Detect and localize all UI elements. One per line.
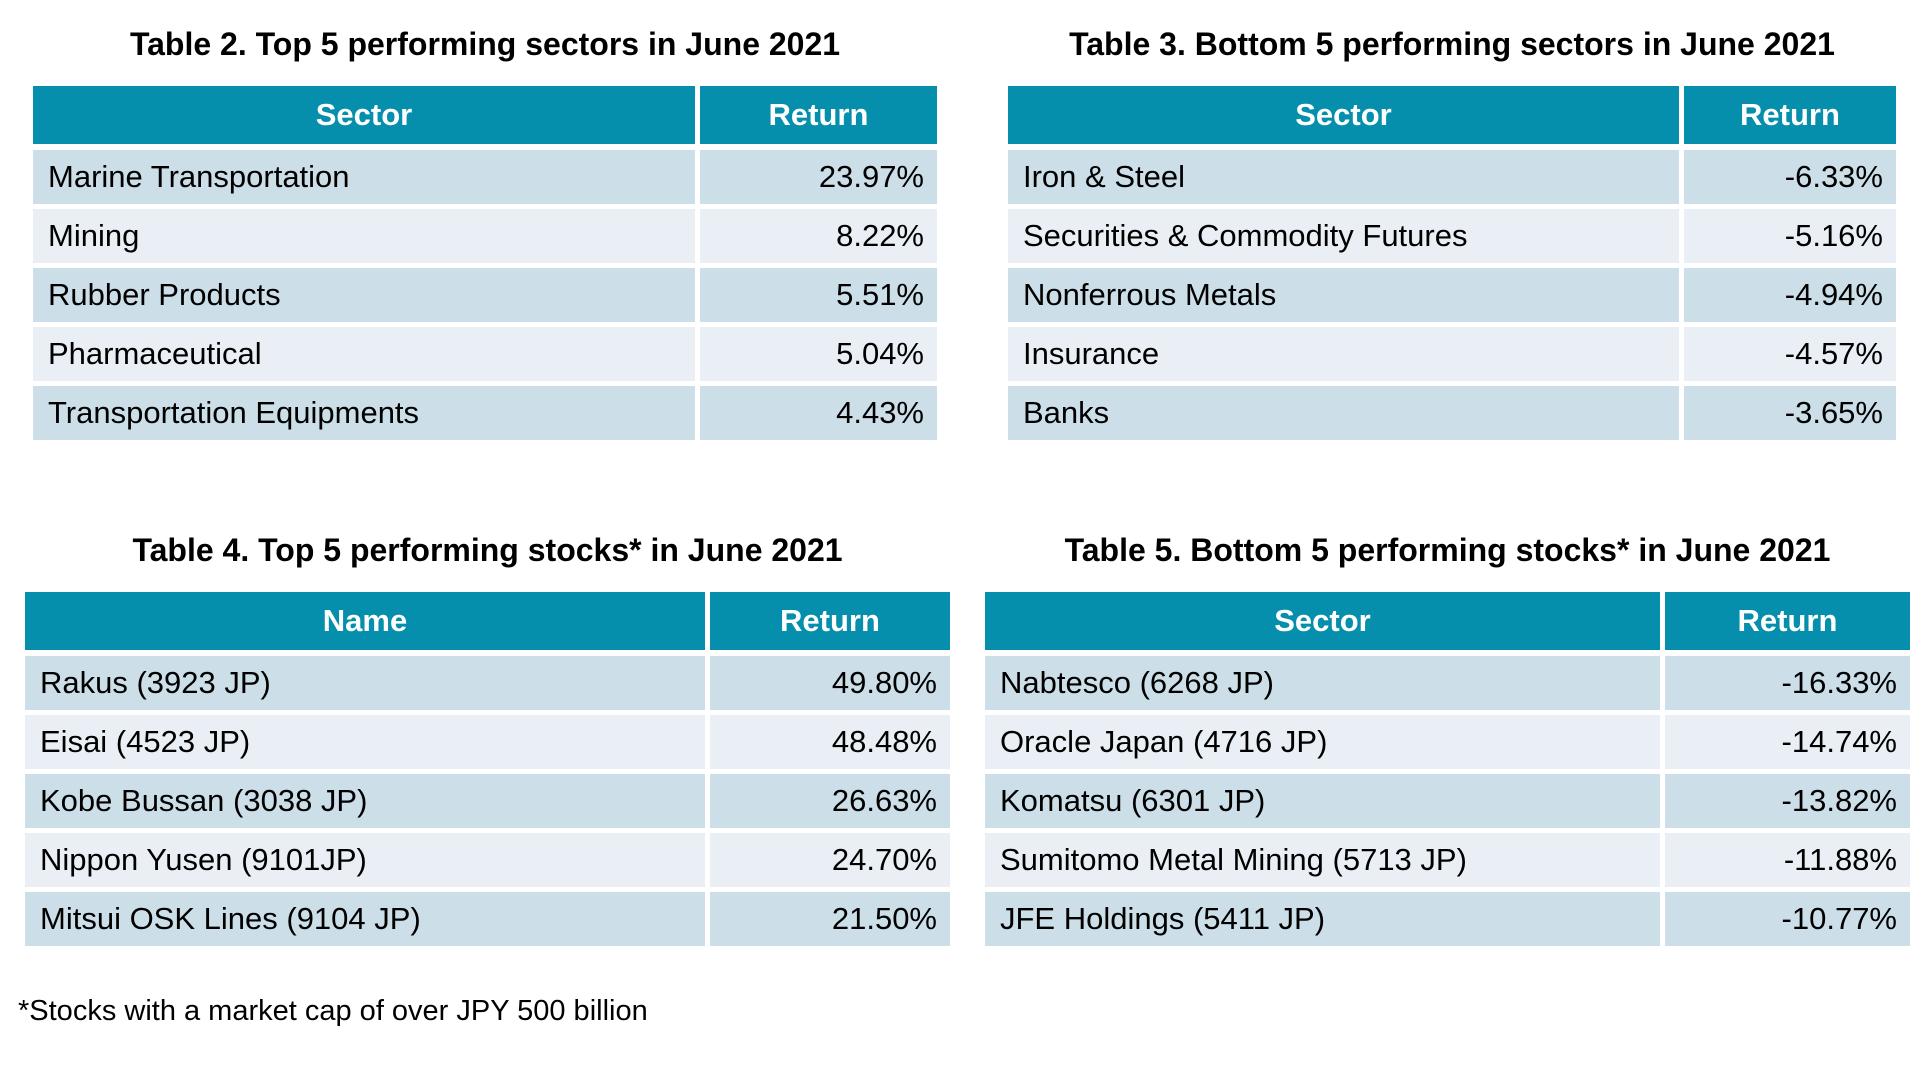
- table-row: Nonferrous Metals -4.94%: [1008, 268, 1896, 322]
- stock-name-cell: Komatsu (6301 JP): [985, 774, 1660, 828]
- return-cell: -3.65%: [1684, 386, 1896, 440]
- stock-name-cell: Sumitomo Metal Mining (5713 JP): [985, 833, 1660, 887]
- table4-header-name: Name: [25, 592, 705, 650]
- table-row: Oracle Japan (4716 JP) -14.74%: [985, 715, 1910, 769]
- sector-cell: Banks: [1008, 386, 1679, 440]
- table-row: Mitsui OSK Lines (9104 JP) 21.50%: [25, 892, 950, 946]
- table-row: Rakus (3923 JP) 49.80%: [25, 656, 950, 710]
- table-row: Securities & Commodity Futures -5.16%: [1008, 209, 1896, 263]
- table3-header-return: Return: [1684, 86, 1896, 144]
- return-cell: -4.94%: [1684, 268, 1896, 322]
- table-row: Insurance -4.57%: [1008, 327, 1896, 381]
- market-cap-footnote: *Stocks with a market cap of over JPY 50…: [18, 995, 648, 1027]
- sector-cell: Iron & Steel: [1008, 150, 1679, 204]
- return-cell: 23.97%: [700, 150, 937, 204]
- sector-cell: Pharmaceutical: [33, 327, 695, 381]
- table-row: Mining 8.22%: [33, 209, 937, 263]
- stock-name-cell: Oracle Japan (4716 JP): [985, 715, 1660, 769]
- table4-header-return: Return: [710, 592, 950, 650]
- table5-bottom-stocks: Sector Return Nabtesco (6268 JP) -16.33%…: [985, 592, 1910, 946]
- return-cell: -14.74%: [1665, 715, 1910, 769]
- table-row: Eisai (4523 JP) 48.48%: [25, 715, 950, 769]
- table5-header-row: Sector Return: [985, 592, 1910, 650]
- table-row: Nabtesco (6268 JP) -16.33%: [985, 656, 1910, 710]
- return-cell: 8.22%: [700, 209, 937, 263]
- table-row: Iron & Steel -6.33%: [1008, 150, 1896, 204]
- table-row: Pharmaceutical 5.04%: [33, 327, 937, 381]
- return-cell: 49.80%: [710, 656, 950, 710]
- return-cell: -4.57%: [1684, 327, 1896, 381]
- table-row: Nippon Yusen (9101JP) 24.70%: [25, 833, 950, 887]
- table-row: JFE Holdings (5411 JP) -10.77%: [985, 892, 1910, 946]
- sector-cell: Marine Transportation: [33, 150, 695, 204]
- table4-top-stocks: Name Return Rakus (3923 JP) 49.80% Eisai…: [25, 592, 950, 946]
- table4-header-row: Name Return: [25, 592, 950, 650]
- return-cell: 26.63%: [710, 774, 950, 828]
- stock-name-cell: Eisai (4523 JP): [25, 715, 705, 769]
- table3-bottom-sectors: Sector Return Iron & Steel -6.33% Securi…: [1008, 86, 1896, 440]
- stock-name-cell: Kobe Bussan (3038 JP): [25, 774, 705, 828]
- table3-header-sector: Sector: [1008, 86, 1679, 144]
- table5-bottom-stocks-section: Table 5. Bottom 5 performing stocks* in …: [985, 530, 1910, 951]
- table2-top-sectors-section: Table 2. Top 5 performing sectors in Jun…: [33, 24, 937, 445]
- return-cell: -10.77%: [1665, 892, 1910, 946]
- table-row: Sumitomo Metal Mining (5713 JP) -11.88%: [985, 833, 1910, 887]
- return-cell: 24.70%: [710, 833, 950, 887]
- return-cell: 5.04%: [700, 327, 937, 381]
- return-cell: 21.50%: [710, 892, 950, 946]
- table2-top-sectors: Sector Return Marine Transportation 23.9…: [33, 86, 937, 440]
- return-cell: 4.43%: [700, 386, 937, 440]
- table-row: Transportation Equipments 4.43%: [33, 386, 937, 440]
- sector-cell: Rubber Products: [33, 268, 695, 322]
- sector-cell: Mining: [33, 209, 695, 263]
- return-cell: -5.16%: [1684, 209, 1896, 263]
- table4-top-stocks-section: Table 4. Top 5 performing stocks* in Jun…: [25, 530, 950, 951]
- table2-title: Table 2. Top 5 performing sectors in Jun…: [129, 26, 841, 62]
- return-cell: 48.48%: [710, 715, 950, 769]
- sector-cell: Insurance: [1008, 327, 1679, 381]
- table3-header-row: Sector Return: [1008, 86, 1896, 144]
- return-cell: -11.88%: [1665, 833, 1910, 887]
- table4-title: Table 4. Top 5 performing stocks* in Jun…: [132, 532, 843, 568]
- table5-header-return: Return: [1665, 592, 1910, 650]
- return-cell: 5.51%: [700, 268, 937, 322]
- table-row: Banks -3.65%: [1008, 386, 1896, 440]
- table5-header-sector: Sector: [985, 592, 1660, 650]
- table3-bottom-sectors-section: Table 3. Bottom 5 performing sectors in …: [1008, 24, 1896, 445]
- table2-header-row: Sector Return: [33, 86, 937, 144]
- return-cell: -6.33%: [1684, 150, 1896, 204]
- table-row: Kobe Bussan (3038 JP) 26.63%: [25, 774, 950, 828]
- table2-header-sector: Sector: [33, 86, 695, 144]
- stock-name-cell: Nabtesco (6268 JP): [985, 656, 1660, 710]
- table5-title: Table 5. Bottom 5 performing stocks* in …: [1064, 532, 1831, 568]
- stock-name-cell: Nippon Yusen (9101JP): [25, 833, 705, 887]
- sector-cell: Transportation Equipments: [33, 386, 695, 440]
- table2-header-return: Return: [700, 86, 937, 144]
- sector-cell: Securities & Commodity Futures: [1008, 209, 1679, 263]
- stock-name-cell: Rakus (3923 JP): [25, 656, 705, 710]
- table-row: Komatsu (6301 JP) -13.82%: [985, 774, 1910, 828]
- table3-title: Table 3. Bottom 5 performing sectors in …: [1069, 26, 1835, 62]
- return-cell: -13.82%: [1665, 774, 1910, 828]
- stock-name-cell: Mitsui OSK Lines (9104 JP): [25, 892, 705, 946]
- stock-name-cell: JFE Holdings (5411 JP): [985, 892, 1660, 946]
- table-row: Rubber Products 5.51%: [33, 268, 937, 322]
- return-cell: -16.33%: [1665, 656, 1910, 710]
- sector-cell: Nonferrous Metals: [1008, 268, 1679, 322]
- table-row: Marine Transportation 23.97%: [33, 150, 937, 204]
